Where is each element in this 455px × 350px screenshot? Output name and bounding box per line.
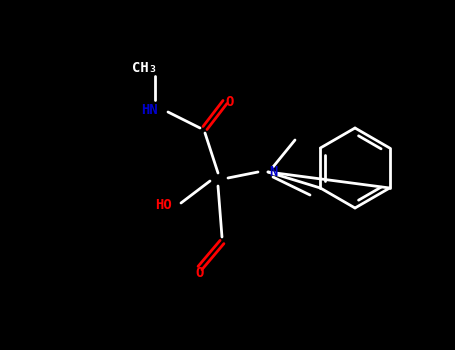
Text: O: O — [196, 266, 204, 280]
Text: CH₃: CH₃ — [132, 61, 157, 75]
Text: O: O — [226, 95, 234, 109]
Text: HN: HN — [142, 103, 158, 117]
Text: HO: HO — [155, 198, 172, 212]
Text: N: N — [269, 165, 277, 179]
